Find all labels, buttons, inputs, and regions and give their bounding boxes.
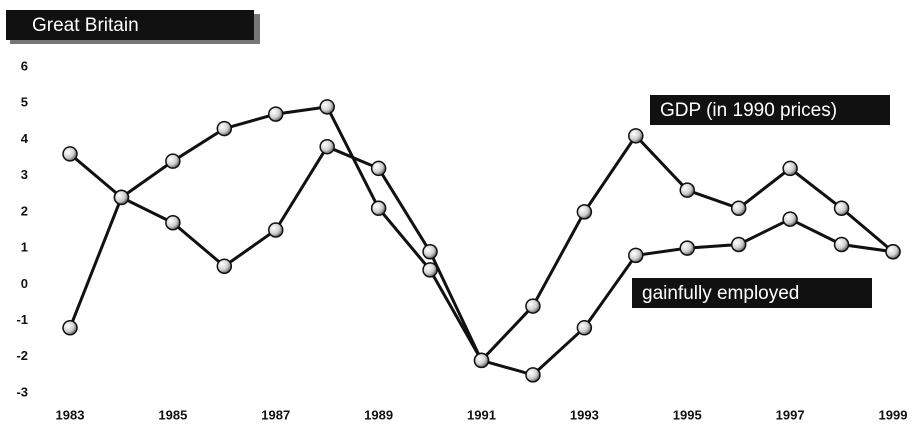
y-tick-label: 4 bbox=[21, 131, 29, 146]
series-line bbox=[68, 105, 894, 363]
data-point bbox=[62, 320, 78, 336]
data-point bbox=[730, 236, 747, 253]
data-point bbox=[319, 138, 335, 155]
data-point bbox=[62, 146, 78, 162]
chart-title: Great Britain bbox=[32, 15, 139, 36]
data-point bbox=[730, 200, 747, 217]
y-tick-label: 1 bbox=[21, 240, 28, 255]
data-point bbox=[370, 160, 387, 177]
y-tick-label: 0 bbox=[21, 276, 28, 291]
y-tick-label: -3 bbox=[16, 384, 28, 399]
data-point bbox=[525, 298, 541, 314]
y-tick-label: 2 bbox=[21, 203, 28, 218]
x-tick-label: 1985 bbox=[158, 407, 187, 422]
y-tick-label: -1 bbox=[16, 312, 28, 327]
x-tick-label: 1995 bbox=[673, 407, 702, 422]
data-point bbox=[576, 320, 593, 336]
data-point bbox=[679, 182, 695, 198]
legend-box bbox=[632, 278, 872, 308]
y-tick-label: -2 bbox=[16, 348, 28, 363]
data-point bbox=[422, 262, 438, 278]
x-tick-label: 1999 bbox=[879, 407, 908, 422]
data-point bbox=[525, 367, 541, 383]
data-point bbox=[833, 236, 850, 253]
data-point bbox=[782, 211, 798, 227]
x-tick-label: 1997 bbox=[776, 407, 805, 422]
x-tick-label: 1991 bbox=[467, 407, 496, 422]
series-line bbox=[69, 144, 894, 377]
title-box bbox=[6, 10, 254, 40]
y-tick-label: 6 bbox=[21, 58, 28, 73]
y-tick-label: 5 bbox=[21, 95, 28, 110]
data-point bbox=[216, 120, 233, 137]
x-tick-label: 1989 bbox=[364, 407, 393, 422]
data-point bbox=[628, 247, 644, 264]
legend-box bbox=[650, 95, 890, 125]
data-point bbox=[473, 352, 490, 369]
data-point bbox=[833, 200, 850, 217]
x-tick-label: 1987 bbox=[261, 407, 290, 422]
legend-label: gainfully employed bbox=[642, 283, 799, 304]
data-point bbox=[216, 258, 233, 274]
data-point bbox=[679, 240, 695, 256]
data-point bbox=[268, 222, 284, 238]
data-point bbox=[113, 189, 130, 206]
y-tick-label: 3 bbox=[21, 167, 28, 182]
data-point bbox=[576, 204, 593, 220]
data-point bbox=[165, 215, 181, 231]
legend-label: GDP (in 1990 prices) bbox=[660, 100, 837, 121]
data-point bbox=[782, 160, 798, 177]
x-tick-label: 1993 bbox=[570, 407, 599, 422]
data-point bbox=[165, 153, 181, 169]
data-point bbox=[885, 243, 901, 260]
data-point bbox=[422, 243, 438, 260]
data-point bbox=[370, 200, 387, 217]
x-tick-label: 1983 bbox=[56, 407, 85, 422]
data-point bbox=[319, 99, 335, 115]
data-point bbox=[268, 106, 284, 122]
data-point bbox=[628, 128, 644, 144]
